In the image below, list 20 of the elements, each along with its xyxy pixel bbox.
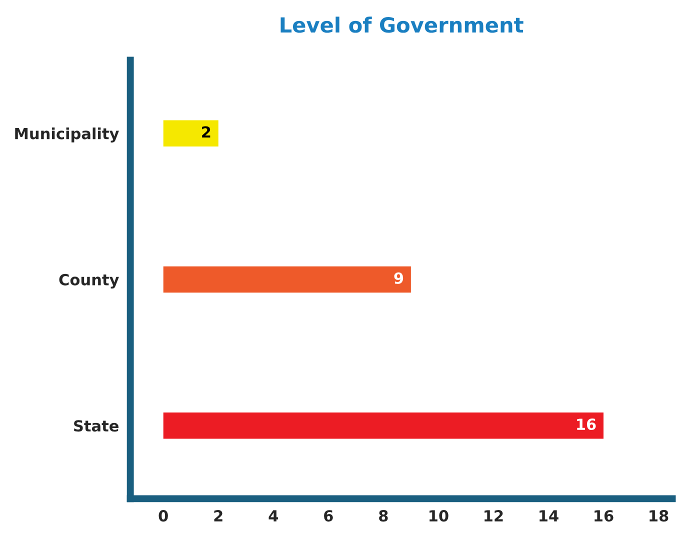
- x-tick-label: 0: [158, 510, 168, 522]
- bar: [163, 412, 604, 439]
- y-tick-label: State: [74, 420, 118, 432]
- data-label: 9: [394, 272, 404, 284]
- bar: [163, 120, 218, 146]
- chart-title: Level of Government: [280, 16, 524, 33]
- bar: [163, 266, 411, 293]
- data-label: 2: [202, 126, 210, 138]
- x-tick-label: 6: [324, 510, 333, 522]
- x-tick-label: 14: [540, 510, 558, 522]
- x-tick-label: 12: [484, 510, 503, 522]
- x-tick-label: 4: [268, 510, 278, 522]
- data-label: 16: [577, 418, 596, 430]
- y-tick-label: County: [59, 274, 119, 289]
- x-tick-label: 16: [594, 510, 614, 522]
- y-tick-label: Municipality: [15, 128, 119, 142]
- x-tick-label: 10: [430, 510, 448, 522]
- x-tick-label: 8: [379, 510, 388, 522]
- x-tick-label: 2: [214, 510, 222, 522]
- x-tick-label: 18: [650, 510, 668, 522]
